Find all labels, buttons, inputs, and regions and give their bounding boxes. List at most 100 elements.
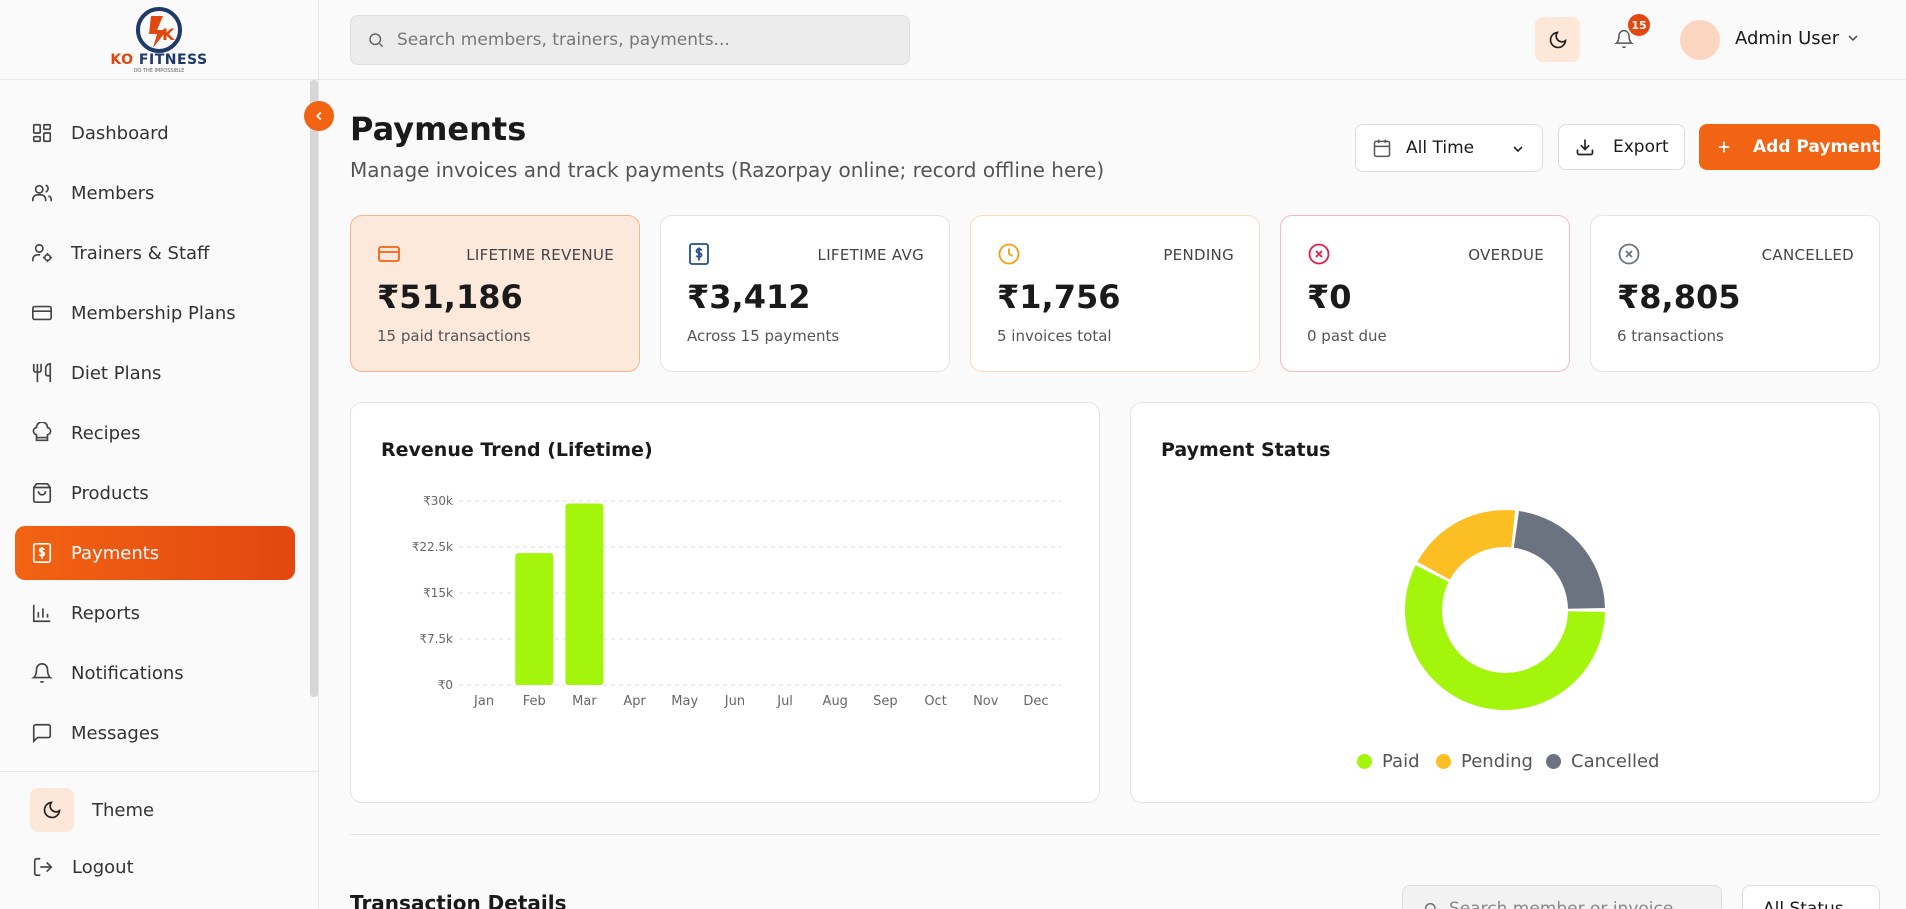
sidebar-nav: Dashboard Members Trainers & Staff Membe… [15,106,295,766]
chevron-left-icon [312,109,326,123]
header-theme-toggle[interactable] [1535,17,1580,62]
sidebar-item-label: Recipes [71,422,141,444]
sidebar-item-messages[interactable]: Messages [15,706,295,760]
dollar-receipt-icon [29,540,55,566]
slice-paid [1405,565,1605,710]
credit-card-icon [377,242,401,266]
sidebar-item-notifications[interactable]: Notifications [15,646,295,700]
slice-pending [1417,510,1516,580]
transaction-search-input[interactable]: Search member or invoice [1402,885,1722,909]
search-input[interactable] [397,30,877,50]
legend-dot [1546,754,1561,769]
plus-icon [1715,138,1733,156]
revenue-trend-panel: Revenue Trend (Lifetime) ₹0 ₹7.5k ₹15k ₹22.… [350,402,1100,803]
brand-logo[interactable]: K KO FITNESS DO THE IMPOSSIBLE [0,0,318,80]
user-name[interactable]: Admin User [1735,28,1840,49]
chevron-down-icon[interactable] [1845,30,1861,50]
sidebar-item-recipes[interactable]: Recipes [15,406,295,460]
stat-card-overdue: OVERDUE ₹0 0 past due [1280,215,1570,372]
grid-icon [29,120,55,146]
logout-icon [32,856,54,878]
legend-item-cancelled[interactable]: Cancelled [1546,751,1659,772]
message-icon [29,720,55,746]
x-tick-label: Mar [572,694,597,709]
sidebar-item-diet-plans[interactable]: Diet Plans [15,346,295,400]
notifications-button[interactable] [1609,24,1639,54]
sidebar-scrollbar[interactable] [310,80,318,697]
logout-label: Logout [72,856,134,878]
transaction-search-placeholder: Search member or invoice [1449,899,1674,909]
sidebar-item-label: Dashboard [71,122,169,144]
date-range-value: All Time [1406,138,1475,158]
legend-label: Cancelled [1571,751,1660,772]
bar-chart-icon [29,600,55,626]
x-tick-label: Jun [724,694,745,709]
page-title: Payments [350,110,527,148]
x-tick-label: Oct [924,694,946,709]
y-tick-label: ₹7.5k [419,632,453,646]
top-header: 15 Admin User [319,0,1906,80]
sidebar-item-members[interactable]: Members [15,166,295,220]
search-icon [1423,901,1439,909]
sidebar-item-label: Diet Plans [71,362,162,384]
legend-label: Paid [1382,751,1420,772]
moon-icon [30,788,74,832]
x-circle-icon [1307,242,1331,266]
sidebar-item-dashboard[interactable]: Dashboard [15,106,295,160]
stat-note: Across 15 payments [687,327,840,345]
status-filter-value: All Status [1763,899,1844,909]
utensils-icon [29,360,55,386]
stat-card-lifetime-revenue: LIFETIME REVENUE ₹51,186 15 paid transac… [350,215,640,372]
download-icon [1575,137,1595,157]
users-icon [29,180,55,206]
theme-toggle[interactable]: Theme [30,788,154,832]
y-tick-label: ₹22.5k [412,540,453,554]
stat-card-lifetime-avg: LIFETIME AVG ₹3,412 Across 15 payments [660,215,950,372]
x-tick-label: Apr [623,694,646,709]
moon-icon [1548,30,1568,50]
stat-card-cancelled: CANCELLED ₹8,805 6 transactions [1590,215,1880,372]
legend-dot [1357,754,1372,769]
bar-feb [515,553,554,685]
stat-label: PENDING [1163,246,1234,264]
sidebar-item-label: Products [71,482,149,504]
add-payment-label: Add Payment [1753,137,1880,157]
export-button[interactable]: Export [1558,124,1685,170]
sidebar-item-payments[interactable]: Payments [15,526,295,580]
sidebar-footer: Theme Logout [0,771,318,909]
sidebar-item-trainers-staff[interactable]: Trainers & Staff [15,226,295,280]
global-search[interactable] [350,15,910,65]
status-filter-select[interactable]: All Status [1742,885,1880,909]
sidebar-item-products[interactable]: Products [15,466,295,520]
stat-card-pending: PENDING ₹1,756 5 invoices total [970,215,1260,372]
sidebar-item-label: Trainers & Staff [71,242,210,264]
add-payment-button[interactable]: Add Payment [1699,124,1880,170]
calendar-icon [1372,138,1392,158]
theme-label: Theme [92,799,155,821]
stat-label: LIFETIME REVENUE [466,246,614,264]
x-tick-label: Sep [873,694,898,709]
logout-button[interactable]: Logout [32,856,134,878]
slice-cancelled [1513,510,1605,609]
chevron-down-icon [1510,141,1526,162]
brand-name: KO FITNESS [110,51,208,68]
collapse-sidebar-button[interactable] [304,101,334,131]
panel-title: Payment Status [1161,439,1331,461]
sidebar-item-reports[interactable]: Reports [15,586,295,640]
x-tick-label: Jul [776,694,793,709]
sidebar-item-membership-plans[interactable]: Membership Plans [15,286,295,340]
avatar[interactable] [1680,20,1720,60]
x-tick-label: Dec [1023,694,1048,709]
sidebar-item-label: Membership Plans [71,302,236,324]
payment-status-donut-chart [1405,510,1605,710]
sidebar-item-label: Payments [71,542,160,564]
date-range-select[interactable]: All Time [1355,124,1543,172]
legend-label: Pending [1461,751,1533,772]
stat-note: 0 past due [1307,327,1387,345]
stat-label: OVERDUE [1468,246,1544,264]
section-divider [350,834,1880,835]
bar-mar [565,503,604,685]
legend-item-paid[interactable]: Paid [1357,751,1420,772]
legend-item-pending[interactable]: Pending [1436,751,1533,772]
bell-icon [29,660,55,686]
